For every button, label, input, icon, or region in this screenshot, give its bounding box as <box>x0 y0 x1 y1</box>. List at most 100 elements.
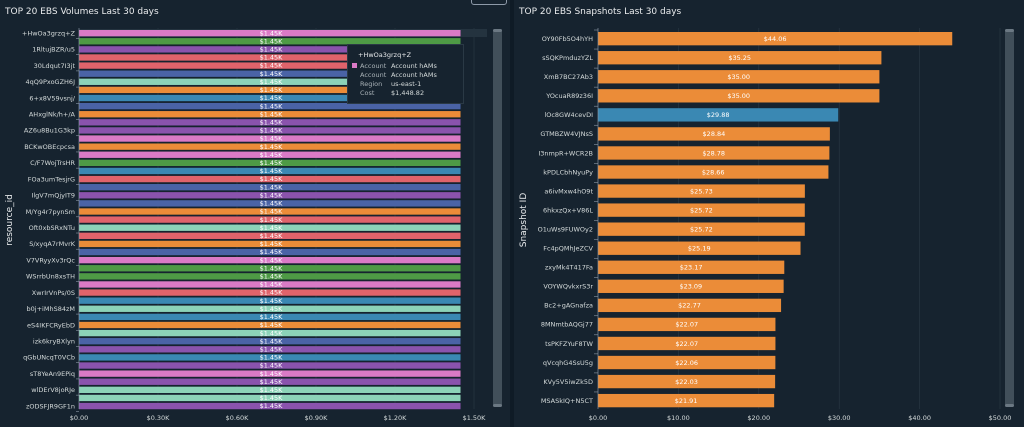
bar-value-label: $44.06 <box>764 35 787 43</box>
y-tick-label: VOYWQvkxrS3r <box>543 283 593 291</box>
bar-value-label: $1.45K <box>260 256 284 264</box>
bar-value-label: $1.45K <box>260 37 284 45</box>
bar <box>79 143 461 150</box>
bar[interactable] <box>598 393 775 408</box>
bar-value-label: $22.03 <box>675 378 698 386</box>
bar[interactable] <box>598 222 805 236</box>
bar-value-label: $21.91 <box>675 397 698 405</box>
bar-value-label: $35.25 <box>728 54 751 62</box>
bar-value-label: $1.45K <box>260 289 284 297</box>
y-tick-label: kPDLCbhNyuPy <box>543 168 593 176</box>
bar[interactable] <box>598 146 830 160</box>
tooltip-row: Account Account hAMs <box>352 62 437 70</box>
bar-value-label: $25.72 <box>690 225 713 233</box>
bar-value-label: $1.45K <box>260 281 284 289</box>
bar-value-label: $1.45K <box>260 248 284 256</box>
bar[interactable] <box>598 165 829 179</box>
y-tick-label: tsPKFZYuF8TW <box>545 340 593 348</box>
y-tick-label: 1RltujBZR/u5 <box>32 46 75 54</box>
volumes-chart-title: TOP 20 EBS Volumes Last 30 days <box>5 7 159 17</box>
y-tick-label: S/xyqA7rMvrK <box>29 240 76 248</box>
bar <box>79 200 461 207</box>
bar[interactable] <box>598 203 805 217</box>
scrollbar-handle-top[interactable] <box>493 29 502 32</box>
bar[interactable] <box>598 374 776 389</box>
bar-value-label: $1.45K <box>260 224 284 232</box>
vertical-scrollbar[interactable] <box>1005 29 1014 407</box>
bar[interactable] <box>598 355 776 370</box>
bar[interactable] <box>598 70 880 84</box>
snapshots-chart-title: TOP 20 EBS Snapshots Last 30 days <box>519 7 682 17</box>
snapshots-chart: $0.00 $10.00 $20.00 $30.00 $40.00 $50.00 $44.0… <box>519 28 1014 422</box>
y-tick-label: 6hkxzQx+V86L <box>543 206 593 214</box>
bar[interactable] <box>598 127 830 141</box>
bar-value-label: $23.09 <box>679 283 702 291</box>
y-tick-label: Oft0xbSRxNTu <box>29 224 75 232</box>
bar <box>79 346 461 353</box>
bar-value-label: $29.88 <box>707 111 730 119</box>
bar-value-label: $1.45K <box>260 70 284 78</box>
y-tick-label: XwrIrVnPs/0S <box>32 289 75 297</box>
bar <box>79 386 461 394</box>
x-tick-label: $0.00 <box>70 414 89 422</box>
bar <box>79 402 461 410</box>
bar-value-label: $1.45K <box>260 370 284 378</box>
tooltip-key: Region <box>360 80 383 88</box>
bar-value-label: $1.45K <box>260 386 284 394</box>
y-tick-label: C/F7WojTrsHR <box>30 159 75 167</box>
bar <box>79 111 461 118</box>
bar[interactable] <box>598 317 776 332</box>
y-tick-label: XmB7BC27Ab3 <box>544 73 593 81</box>
scrollbar-handle-top[interactable] <box>1005 29 1014 32</box>
y-tick-label: 30Ldqut7I3jt <box>34 62 76 70</box>
y-tick-label: sT8YeAn9EPiq <box>30 370 75 378</box>
bar-value-label: $28.66 <box>702 168 725 176</box>
ebs-snapshots-panel: TOP 20 EBS Snapshots Last 30 days $0.00 $… <box>514 0 1024 427</box>
x-tick-label: $0.90K <box>305 414 329 422</box>
scrollbar-handle-bottom[interactable] <box>493 404 502 407</box>
bar-value-label: $25.19 <box>688 245 711 253</box>
scrollbar-handle-bottom[interactable] <box>1005 404 1014 407</box>
y-tick-label: 8MNmtbAQGj77 <box>541 321 593 329</box>
y-tick-label: eS4IKFCRyEbD <box>27 321 75 329</box>
panel-divider <box>510 0 514 427</box>
bar-value-label: $35.00 <box>727 73 750 81</box>
bar-value-label: $25.73 <box>690 187 713 195</box>
bar <box>79 232 461 239</box>
x-tick-label: $0.00 <box>589 414 608 422</box>
y-tick-label: Bc2+gAGnafza <box>544 302 593 310</box>
bar <box>79 119 461 126</box>
bar <box>79 167 461 175</box>
bar[interactable] <box>598 298 782 313</box>
bar <box>79 94 461 102</box>
bar[interactable] <box>598 89 880 103</box>
y-tick-label: MSASkIQ+N5CT <box>541 397 593 405</box>
bar[interactable] <box>598 32 953 46</box>
bar <box>79 321 461 329</box>
bar <box>79 70 461 77</box>
y-tick-label: 6+x8V59vsnj/ <box>29 94 75 102</box>
bar-value-label: $22.07 <box>675 340 698 348</box>
bar <box>79 265 461 272</box>
bar <box>79 273 461 280</box>
bar[interactable] <box>598 336 776 351</box>
x-tick-label: $0.30K <box>147 414 171 422</box>
vertical-scrollbar[interactable] <box>493 29 502 407</box>
tooltip-row: Account Account hAMs <box>360 71 437 79</box>
bar-value-label: $1.45K <box>260 321 284 329</box>
bar-value-label: $28.78 <box>702 149 725 157</box>
bar-value-label: $1.45K <box>260 54 284 62</box>
bar-value-label: $1.45K <box>260 118 284 126</box>
bar <box>79 224 461 231</box>
bar-value-label: $1.45K <box>260 86 284 94</box>
bar[interactable] <box>598 241 801 255</box>
bar[interactable] <box>598 260 785 274</box>
bar[interactable] <box>598 184 805 198</box>
bar[interactable] <box>598 108 839 122</box>
panel-menu-button[interactable] <box>471 0 507 5</box>
bar <box>79 313 461 321</box>
bar[interactable] <box>598 51 882 65</box>
bar <box>79 394 461 402</box>
bar <box>79 297 461 304</box>
bar[interactable] <box>598 279 784 293</box>
